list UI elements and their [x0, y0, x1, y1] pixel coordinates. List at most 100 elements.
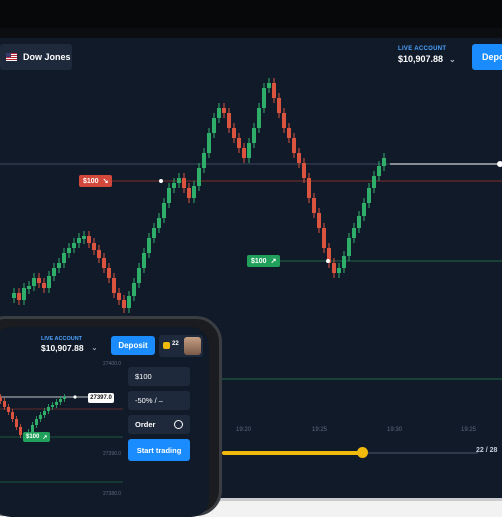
phone-candle — [35, 419, 38, 425]
asset-selector[interactable]: Dow Jones — [0, 44, 72, 70]
phone-candle — [15, 419, 18, 427]
phone-profile-button[interactable]: 22 — [159, 335, 203, 357]
candle — [277, 98, 281, 113]
candle — [87, 236, 91, 243]
candle — [367, 188, 371, 203]
trade-amount: $100 — [83, 177, 99, 185]
candle — [192, 186, 196, 198]
candle — [157, 218, 161, 228]
phone-price-dot — [73, 395, 77, 399]
candle — [357, 216, 361, 228]
candle — [122, 300, 126, 308]
account-type-label: LIVE ACCOUNT — [398, 46, 447, 52]
candle — [27, 286, 31, 289]
candle — [232, 128, 236, 138]
phone-price-tick: 27400.0 — [103, 361, 122, 367]
laptop-top-bar — [0, 0, 502, 38]
candle — [332, 263, 336, 273]
asset-name: Dow Jones — [23, 52, 71, 62]
time-tick: 19:30 — [387, 427, 403, 433]
candle — [17, 293, 21, 300]
candle — [322, 228, 326, 248]
time-tick: 19:20 — [236, 427, 252, 433]
phone-candle — [7, 407, 10, 412]
trade-tag-up[interactable]: $100 ↗ — [247, 255, 281, 267]
candle — [57, 263, 61, 268]
candle — [307, 178, 311, 198]
candle — [67, 248, 71, 253]
arrow-down-icon: ↘ — [102, 178, 109, 185]
phone-price-tick: 27390.0 — [103, 451, 122, 457]
candle — [272, 83, 276, 98]
chevron-down-icon: ⌄ — [449, 54, 456, 64]
deposit-button[interactable]: Deposit — [472, 44, 502, 70]
phone-deposit-button[interactable]: Deposit — [111, 336, 155, 355]
start-trading-button[interactable]: Start trading — [128, 439, 190, 461]
phone-candle — [3, 401, 6, 407]
candle — [212, 118, 216, 133]
candle — [247, 143, 251, 158]
phone-candle — [51, 405, 54, 407]
payout-field[interactable]: -50% / – — [128, 391, 190, 410]
candle — [182, 178, 186, 188]
arrow-up-icon: ↗ — [42, 434, 48, 441]
candle — [42, 283, 46, 288]
account-balance: $10,907.88 — [398, 54, 444, 64]
candle — [222, 108, 226, 113]
phone-frame: LIVE ACCOUNT $10,907.88 ⌄ Deposit 22 $100… — [0, 316, 222, 517]
phone-candle — [55, 402, 58, 405]
order-label: Order — [135, 420, 156, 429]
candle — [152, 228, 156, 238]
candle — [197, 168, 201, 186]
candle — [282, 113, 286, 128]
candle — [167, 188, 171, 203]
trade-amount: $100 — [26, 434, 40, 440]
phone-trade-tag[interactable]: $100 ↗ — [23, 432, 51, 442]
phone-screen: LIVE ACCOUNT $10,907.88 ⌄ Deposit 22 $100… — [0, 327, 209, 517]
page-counter: 22 / 28 — [476, 447, 498, 454]
amount-input[interactable]: $100 — [128, 367, 190, 386]
phone-candlestick-chart[interactable] — [0, 327, 209, 517]
arrow-up-icon: ↗ — [270, 258, 277, 265]
candle — [347, 238, 351, 256]
time-tick: 19:25 — [312, 427, 328, 433]
chevron-down-icon: ⌄ — [91, 345, 98, 352]
candle — [92, 243, 96, 250]
trade-entry-dot — [159, 179, 163, 183]
candle — [82, 236, 86, 239]
candle — [237, 138, 241, 148]
user-level: 22 — [172, 341, 179, 347]
candle — [267, 83, 271, 88]
timeline-progress[interactable] — [222, 451, 362, 455]
timeline-handle[interactable] — [357, 447, 368, 458]
candlestick-chart[interactable] — [0, 38, 502, 498]
phone-candle — [39, 415, 42, 419]
candle — [317, 213, 321, 228]
candle — [302, 163, 306, 178]
order-button[interactable]: Order — [128, 415, 190, 434]
candle — [382, 158, 386, 166]
candle — [337, 268, 341, 273]
candle — [142, 253, 146, 268]
us-flag-icon — [6, 53, 17, 61]
trade-amount: $100 — [251, 257, 267, 265]
candle — [32, 278, 36, 286]
account-switcher[interactable]: LIVE ACCOUNT $10,907.88 ⌄ — [398, 46, 456, 64]
candle — [12, 293, 16, 298]
candle — [327, 248, 331, 263]
timeline-track[interactable] — [368, 452, 478, 454]
candle — [242, 148, 246, 158]
candle — [107, 268, 111, 278]
candle — [52, 268, 56, 276]
candle — [112, 278, 116, 293]
candle — [372, 176, 376, 188]
candle — [137, 268, 141, 283]
phone-candle — [19, 427, 22, 435]
candle — [22, 288, 26, 300]
trade-tag-down[interactable]: $100 ↘ — [79, 175, 113, 187]
avatar — [184, 337, 201, 355]
candle — [132, 283, 136, 296]
time-tick: 19:25 — [461, 427, 477, 433]
candle — [62, 253, 66, 263]
phone-account-switcher[interactable]: LIVE ACCOUNT $10,907.88 ⌄ — [41, 336, 97, 353]
